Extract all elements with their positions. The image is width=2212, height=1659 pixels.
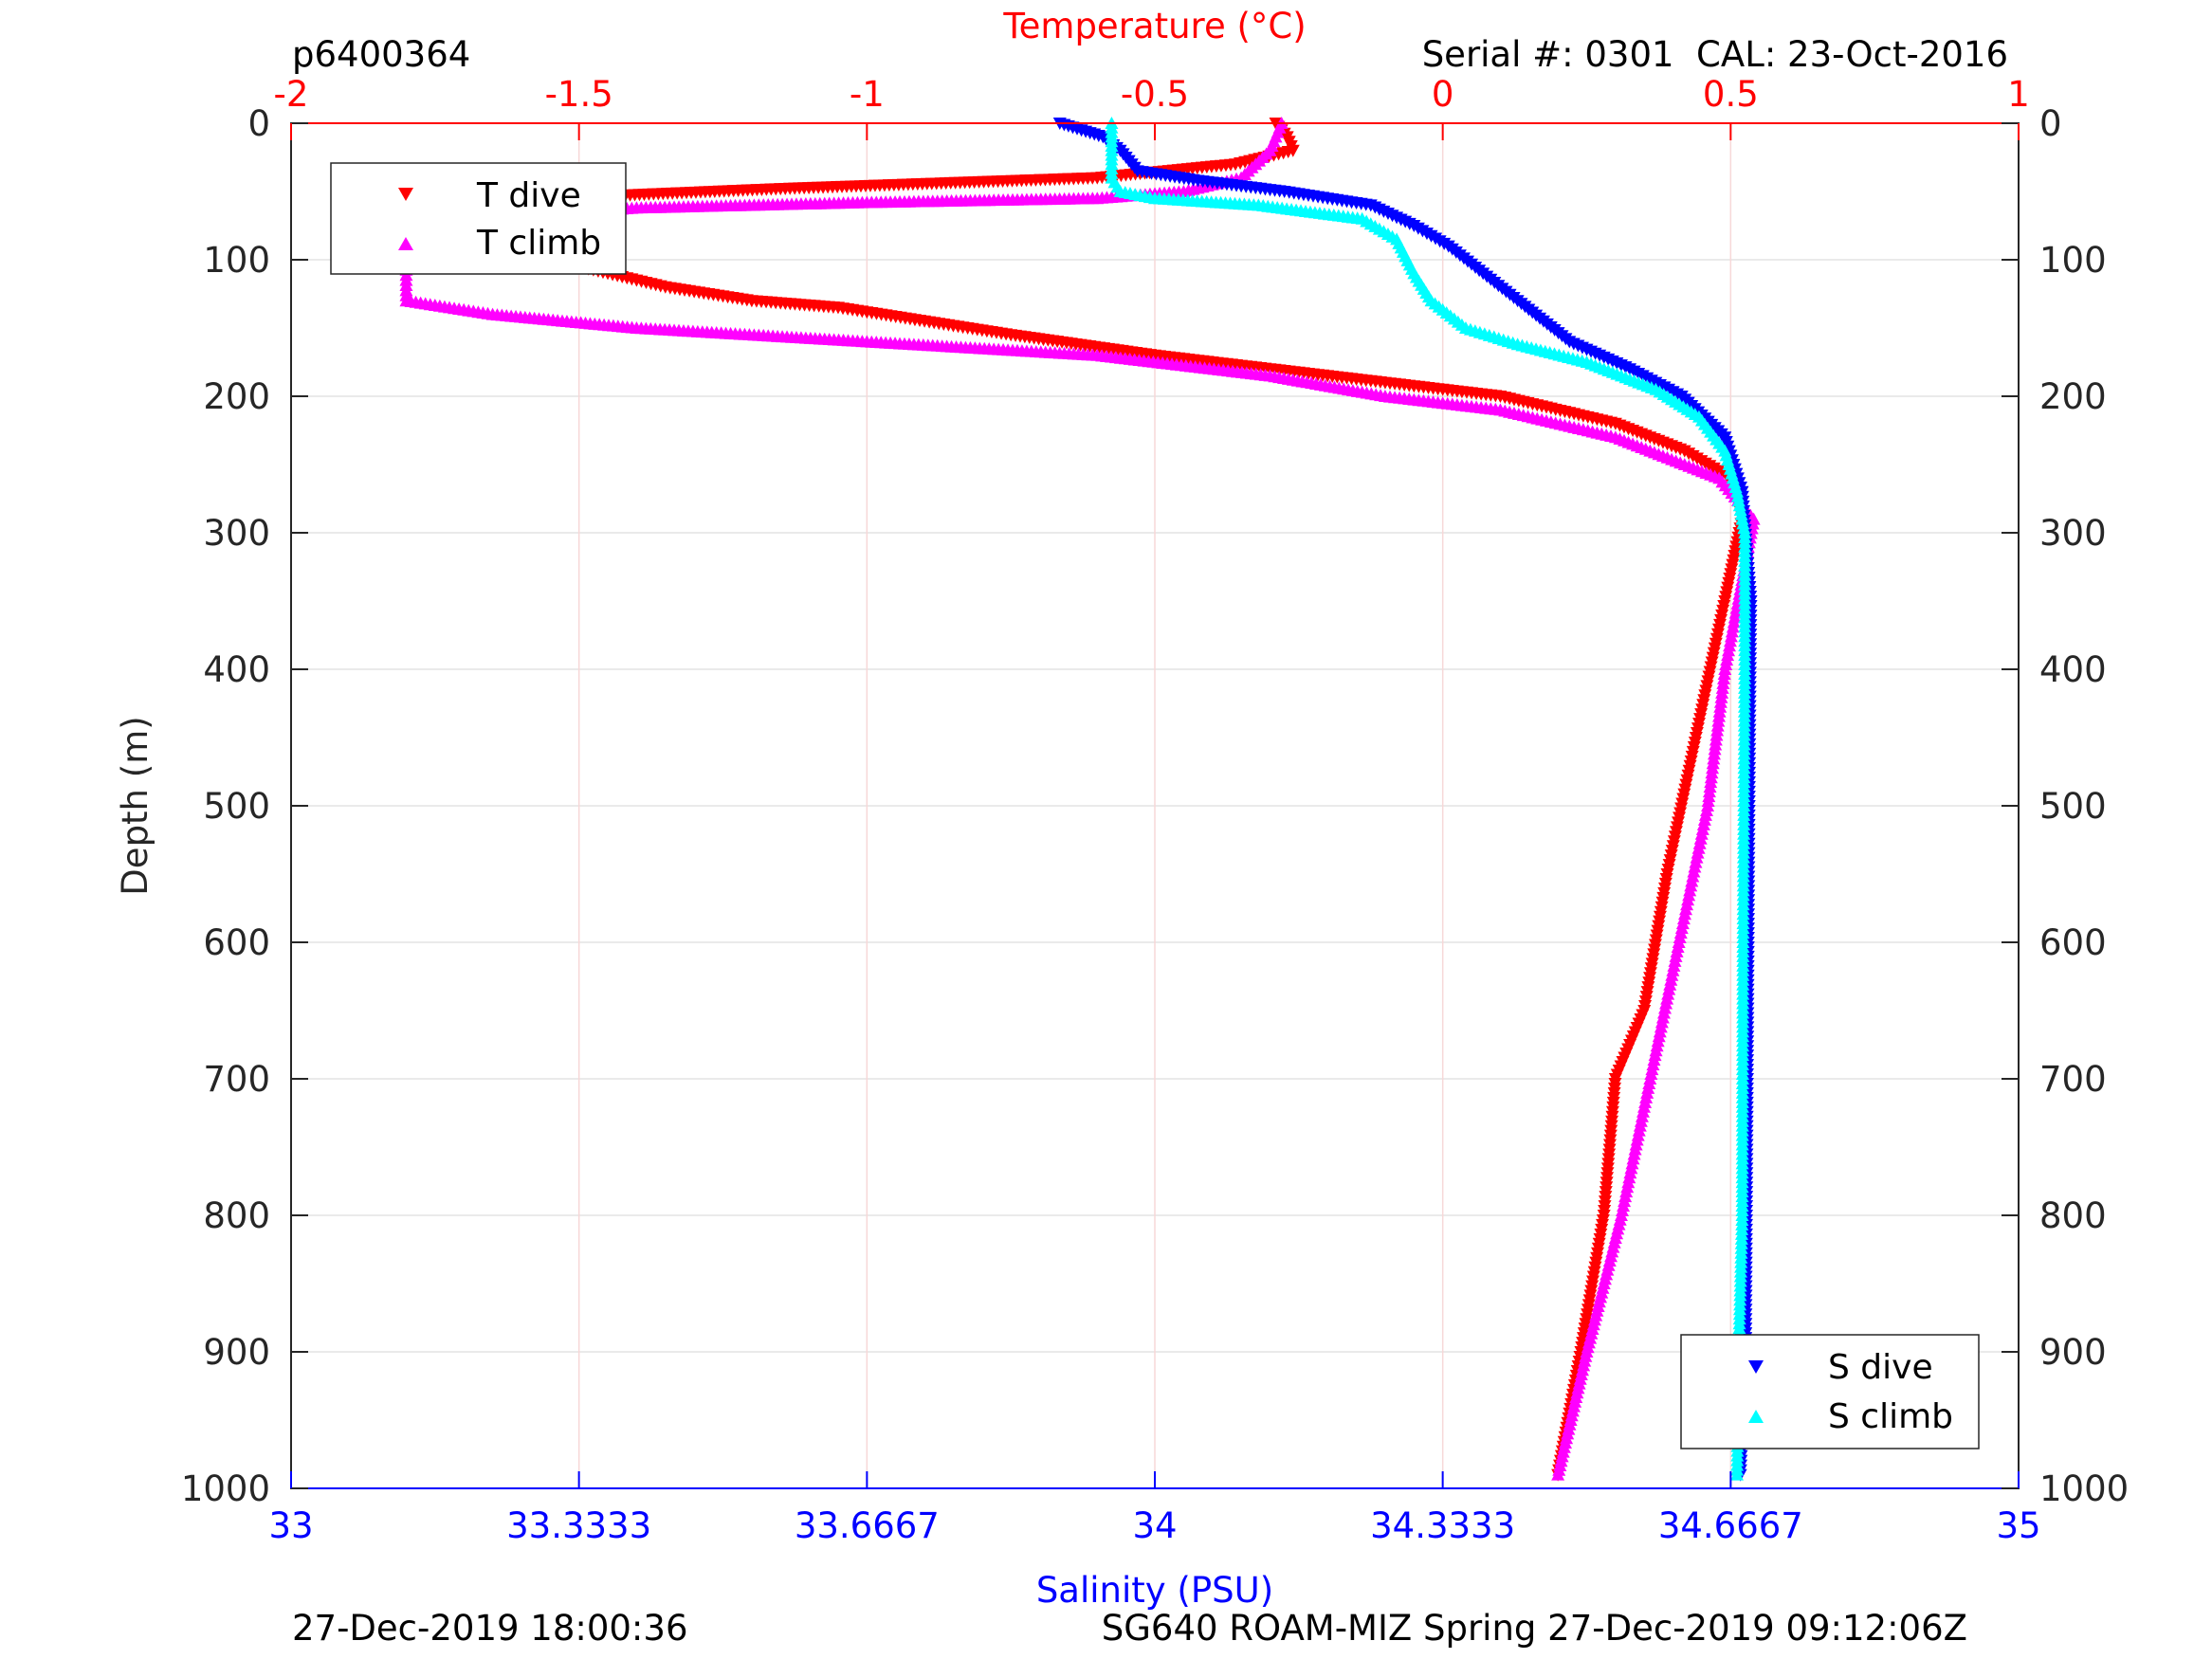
legend-t-dive-marker (398, 188, 413, 201)
salinity-tick-label: 34 (1132, 1505, 1177, 1546)
legend-s-dive-label: S dive (1828, 1348, 1933, 1387)
depth-tick-label-right: 600 (2039, 922, 2107, 963)
temperature-tick-label: 0 (1432, 74, 1454, 115)
salinity-tick-label: 34.6667 (1658, 1505, 1803, 1546)
legend-t-dive-label: T dive (476, 176, 581, 215)
depth-tick-label-left: 300 (203, 513, 270, 554)
depth-tick-label-left: 0 (247, 103, 270, 144)
temperature-tick-label: 1 (2007, 74, 2030, 115)
series-layer (399, 117, 1761, 1482)
depth-tick-label-left: 700 (203, 1059, 270, 1100)
temperature-tick-label: -1 (850, 74, 885, 115)
depth-tick-label-left: 400 (203, 649, 270, 690)
legend-s-climb-label: S climb (1828, 1397, 1953, 1436)
temperature-tick-label: -0.5 (1121, 74, 1189, 115)
depth-tick-label-left: 600 (203, 922, 270, 963)
serial-cal-text: Serial #: 0301 CAL: 23-Oct-2016 (1422, 34, 2008, 75)
salinity-tick-label: 35 (1996, 1505, 2040, 1546)
salinity-tick-label: 33.6667 (795, 1505, 940, 1546)
temperature-axis-title: Temperature (°C) (1002, 6, 1306, 46)
series-t-climb (399, 117, 1761, 1481)
salinity-axis-title: Salinity (PSU) (1036, 1570, 1273, 1611)
temperature-tick-label: -1.5 (545, 74, 613, 115)
legend-salinity: S dive S climb (1680, 1334, 1980, 1449)
salinity-tick-label: 33 (268, 1505, 313, 1546)
temperature-tick-label: 0.5 (1703, 74, 1759, 115)
profile-id: p6400364 (292, 34, 470, 75)
depth-tick-label-right: 500 (2039, 786, 2107, 827)
legend-t-climb-label: T climb (476, 224, 601, 263)
depth-tick-label-right: 300 (2039, 513, 2107, 554)
temperature-tick-label: -2 (274, 74, 309, 115)
legend-s-dive-marker (1748, 1360, 1764, 1374)
depth-tick-label-left: 100 (203, 240, 270, 281)
footer-right-mission: SG640 ROAM-MIZ Spring 27-Dec-2019 09:12:… (1102, 1608, 1967, 1649)
grid (291, 123, 2019, 1488)
series-s-climb (1105, 117, 1752, 1481)
depth-axis-title: Depth (m) (115, 716, 155, 895)
legend-temperature-box (330, 162, 627, 275)
depth-tick-label-right: 700 (2039, 1059, 2107, 1100)
depth-tick-label-left: 900 (203, 1332, 270, 1373)
depth-tick-label-right: 200 (2039, 376, 2107, 417)
footer-left-timestamp: 27-Dec-2019 18:00:36 (292, 1608, 687, 1649)
legend-s-climb-marker (1748, 1410, 1764, 1423)
salinity-tick-label: 34.3333 (1370, 1505, 1515, 1546)
depth-tick-label-left: 500 (203, 786, 270, 827)
depth-tick-label-right: 800 (2039, 1195, 2107, 1236)
legend-t-climb-marker (398, 237, 413, 250)
depth-tick-label-left: 1000 (181, 1468, 270, 1509)
ticks: 0 0 100 100 200 200 300 300 400 400 500 500 600 600 70… (181, 74, 2129, 1546)
depth-tick-label-right: 0 (2039, 103, 2062, 144)
depth-tick-label-left: 800 (203, 1195, 270, 1236)
depth-tick-label-right: 100 (2039, 240, 2107, 281)
salinity-tick-label: 33.3333 (506, 1505, 651, 1546)
depth-tick-label-right: 900 (2039, 1332, 2107, 1373)
depth-tick-label-right: 1000 (2039, 1468, 2129, 1509)
legend-temperature: T dive T climb (330, 162, 627, 275)
series-s-dive (1052, 118, 1758, 1482)
legend-salinity-box (1680, 1334, 1980, 1449)
depth-tick-label-right: 400 (2039, 649, 2107, 690)
depth-tick-label-left: 200 (203, 376, 270, 417)
